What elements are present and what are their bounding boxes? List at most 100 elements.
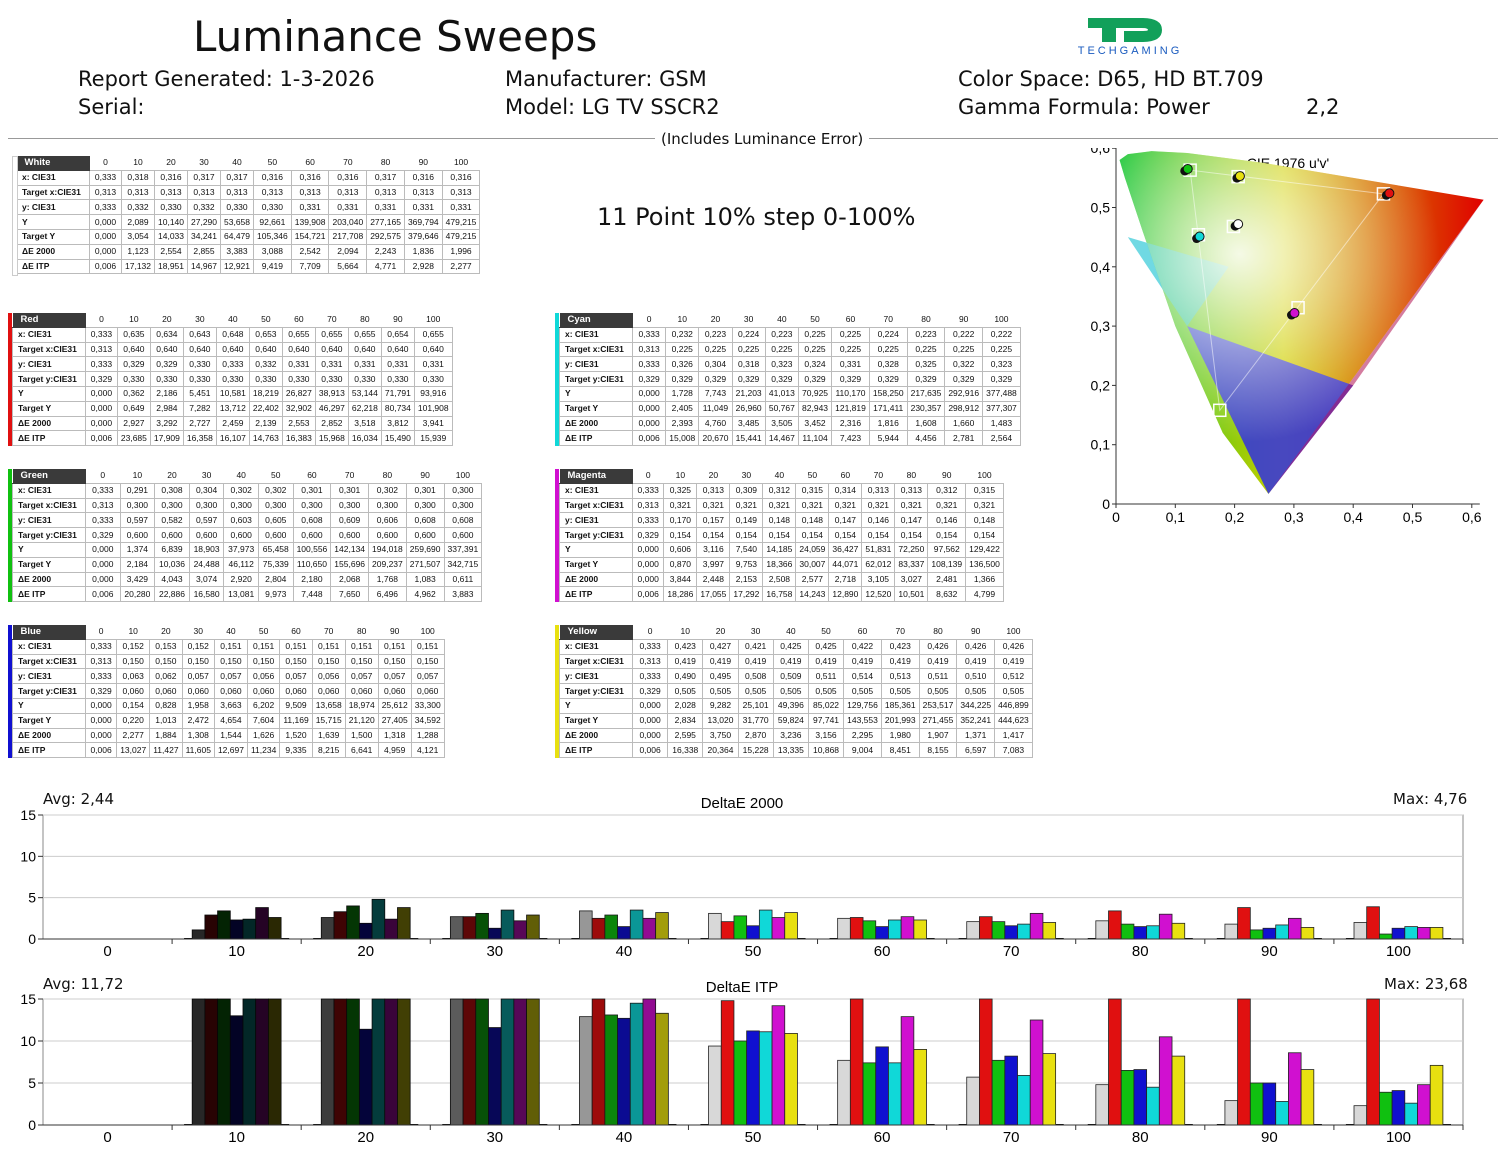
table-cell: 0,655	[413, 326, 453, 343]
bar-cyan	[500, 998, 515, 1126]
column-header: 40	[765, 313, 799, 328]
table-cell: 46,297	[314, 400, 349, 417]
table-cell: 0,330	[253, 199, 292, 216]
table-cell: 0,600	[257, 527, 294, 543]
de2000-avg: Avg: 2,44	[43, 790, 115, 808]
table-cell: 9,004	[843, 742, 882, 759]
table-cell: 2,277	[441, 258, 481, 275]
table-cell: 12,890	[828, 586, 863, 603]
table-cell: 0,331	[380, 356, 415, 373]
table-cell: 0,225	[665, 341, 700, 358]
table-cell: 13,335	[772, 742, 809, 759]
bar-blue	[1004, 925, 1018, 940]
table-cell: 6,202	[246, 697, 281, 714]
table-cell: 7,540	[729, 541, 764, 558]
table-cell: 44,071	[828, 556, 863, 573]
y-tick-label: 5	[28, 1075, 36, 1091]
table-color-stripe	[555, 313, 559, 447]
table-cell: 0,315	[965, 482, 1004, 499]
table-cell: 9,753	[729, 556, 764, 573]
column-header: 0	[89, 156, 122, 171]
column-header: 100	[414, 313, 453, 328]
table-cell: 0,300	[119, 497, 156, 514]
table-cell: 100,556	[292, 541, 332, 558]
table-cell: 1,013	[149, 712, 183, 729]
table-cell: 0,331	[281, 356, 316, 373]
bar-cyan	[1275, 924, 1289, 940]
table-cell: 22,402	[248, 400, 283, 417]
table-cell: 0,333	[631, 482, 665, 499]
bar-cyan	[1146, 1086, 1160, 1126]
table-cell: 80,734	[380, 400, 415, 417]
table-cell: 2,554	[154, 243, 188, 260]
table-cell: 344,225	[956, 697, 996, 714]
y-tick-label: 5	[28, 890, 36, 906]
table-cell: 0,150	[377, 653, 412, 670]
bar-magenta	[513, 998, 527, 1126]
table-cell: 0,316	[154, 169, 188, 186]
table-cell: 0,653	[248, 326, 283, 343]
bar-magenta	[771, 1005, 786, 1126]
bar-cyan	[1146, 925, 1160, 940]
table-cell: 0,316	[328, 169, 368, 186]
column-header: 100	[411, 625, 445, 640]
column-header: 60	[293, 469, 331, 484]
bar-blue	[1262, 1082, 1277, 1126]
table-cell: 32,902	[281, 400, 316, 417]
row-label: x: CIE31	[12, 482, 86, 499]
table-cell: 0,154	[894, 527, 929, 543]
measured-red	[1384, 188, 1395, 199]
table-cell: 0,324	[797, 356, 833, 373]
table-cell: 1,371	[956, 727, 996, 744]
table-cell: 0,308	[154, 482, 190, 499]
row-label: Target Y	[12, 556, 86, 573]
bar-green	[604, 914, 618, 940]
table-cell: 65,458	[257, 541, 294, 558]
table-cell: 15,490	[380, 430, 415, 447]
column-header: 30	[189, 469, 224, 484]
table-cell: 97,741	[807, 712, 845, 729]
bar-white	[966, 921, 980, 940]
column-header: 0	[632, 625, 668, 640]
table-cell: 25,101	[737, 697, 774, 714]
table-cell: 0,513	[880, 668, 920, 685]
table-cell: 0,828	[149, 697, 183, 714]
table-cell: 0,600	[292, 527, 332, 543]
table-cell: 0,223	[906, 326, 946, 343]
table-cell: 0,423	[667, 638, 704, 655]
sweep-subtitle: 11 Point 10% step 0-100%	[597, 203, 916, 231]
table-cell: 0,419	[994, 653, 1033, 670]
table-cell: 37,973	[223, 541, 259, 558]
table-cell: 0,317	[187, 169, 221, 186]
table-cell: 0,640	[149, 341, 184, 358]
table-cell: 0,154	[116, 697, 151, 714]
table-cell: 3,883	[443, 586, 483, 603]
bar-red	[1237, 998, 1251, 1126]
table-row: y: CIE31 0,333 0,170 0,157 0,149 0,148 0,148 0,…	[559, 512, 1004, 529]
table-cell: 0,330	[116, 371, 151, 387]
row-label: ΔE 2000	[559, 571, 633, 588]
table-cell: 0,300	[257, 497, 294, 514]
x-tick-label: 70	[1003, 943, 1020, 960]
table-cell: 0,000	[85, 415, 118, 432]
table-cell: 0,000	[89, 243, 122, 260]
table-row: Target y:CIE31 0,329 0,329 0,329 0,329 0,329 0…	[559, 371, 1021, 387]
table-cell: 0,329	[797, 371, 833, 387]
table-cell: 0,514	[843, 668, 882, 685]
table-cell: 0,151	[344, 638, 379, 655]
table-cell: 0,151	[279, 638, 313, 655]
table-cell: 3,505	[764, 415, 799, 432]
table-cell: 0,060	[279, 683, 313, 699]
column-header: 50	[253, 156, 292, 171]
row-label: Y	[12, 541, 86, 558]
table-cell: 201,993	[880, 712, 920, 729]
column-header: 100	[982, 313, 1021, 328]
logo-text: TECHGAMING	[1078, 45, 1183, 57]
bar-green	[1120, 1070, 1135, 1126]
table-row: x: CIE31 0,333 0,318 0,316 0,317 0,317 0,316 0,…	[16, 169, 481, 186]
table-cell: 0,232	[665, 326, 700, 343]
table-cell: 2,577	[795, 571, 830, 588]
table-cell: 0,419	[918, 653, 958, 670]
x-tick-label: 50	[745, 1129, 762, 1146]
y-tick-label: 0	[28, 931, 36, 947]
